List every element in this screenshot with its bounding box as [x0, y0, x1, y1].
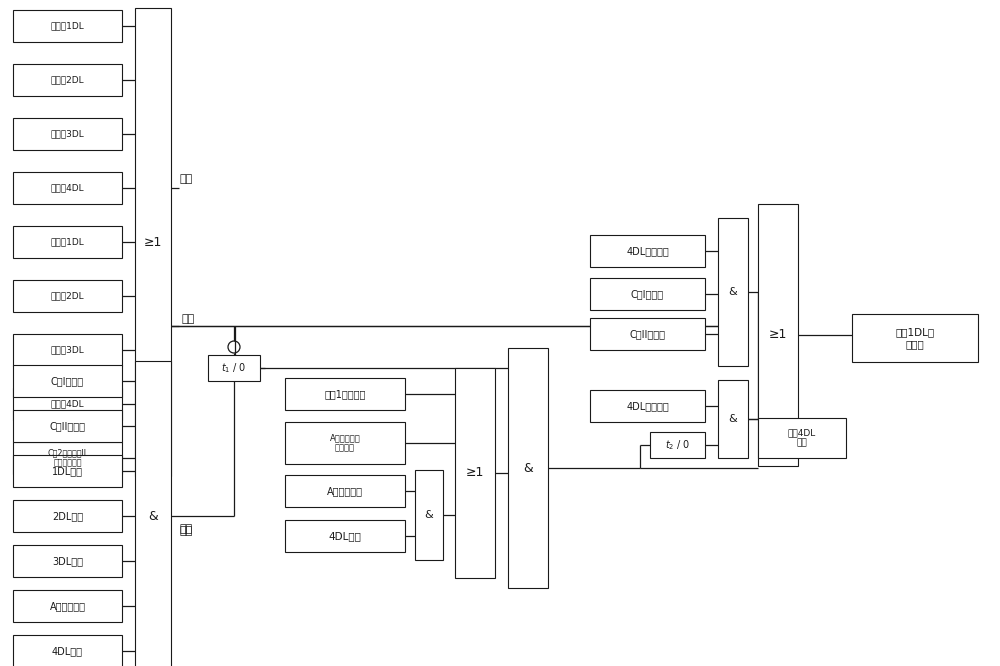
Text: 1DL合位: 1DL合位	[52, 466, 83, 476]
Text: $t_2$ / 0: $t_2$ / 0	[665, 438, 690, 452]
Bar	[590, 318, 705, 350]
Text: &: &	[729, 287, 737, 297]
Bar	[13, 442, 122, 474]
Text: 4DL合位: 4DL合位	[52, 646, 83, 656]
Text: ≥1: ≥1	[144, 236, 162, 248]
Text: 充电: 充电	[179, 524, 192, 534]
Text: 4DL无流: 4DL无流	[329, 531, 361, 541]
Bar	[13, 10, 122, 42]
Text: &: &	[425, 510, 433, 520]
Bar	[455, 368, 495, 578]
Bar	[13, 172, 122, 204]
Bar	[13, 365, 122, 397]
Text: 3DL合位: 3DL合位	[52, 556, 83, 566]
Text: 手动剔4DL: 手动剔4DL	[51, 184, 84, 192]
Bar	[13, 388, 122, 420]
Text: 手动剔3DL: 手动剔3DL	[51, 346, 84, 354]
Bar	[508, 348, 548, 588]
Text: A站母线有压: A站母线有压	[50, 601, 86, 611]
Text: A站母线母差
保护动作: A站母线母差 保护动作	[330, 434, 360, 453]
Bar	[415, 470, 443, 560]
Bar	[13, 410, 122, 442]
Bar	[13, 334, 122, 366]
Text: 手动剔2DL: 手动剔2DL	[51, 292, 84, 300]
Text: A站母线无压: A站母线无压	[327, 486, 363, 496]
Text: 发出1DL跳
闸命令: 发出1DL跳 闸命令	[895, 327, 935, 349]
Text: 启动4DL
跳闸: 启动4DL 跳闸	[788, 428, 816, 448]
Text: 手动剔3DL: 手动剔3DL	[51, 129, 84, 139]
Text: 手动剔4DL: 手动剔4DL	[51, 400, 84, 408]
Text: 充电: 充电	[179, 526, 192, 536]
Text: &: &	[729, 414, 737, 424]
Bar	[13, 118, 122, 150]
Bar	[285, 520, 405, 552]
Text: C站I母无压: C站I母无压	[631, 289, 664, 299]
Text: &: &	[148, 509, 158, 523]
Bar	[718, 380, 748, 458]
Text: C站I母有压: C站I母有压	[51, 376, 84, 386]
Bar	[590, 278, 705, 310]
Text: $t_1$ / 0: $t_1$ / 0	[221, 361, 247, 375]
Bar	[13, 635, 122, 666]
Text: 放电: 放电	[179, 174, 192, 184]
Text: C站II母有压: C站II母有压	[50, 421, 86, 431]
Text: C在2号主变（II
母）差动保护: C在2号主变（II 母）差动保护	[48, 448, 87, 468]
Bar	[135, 361, 171, 666]
Bar	[13, 226, 122, 258]
Bar	[590, 390, 705, 422]
Text: 手动剔2DL: 手动剔2DL	[51, 75, 84, 85]
Bar	[13, 455, 122, 487]
Text: 手动剔1DL: 手动剔1DL	[51, 238, 84, 246]
Text: ≥1: ≥1	[466, 466, 484, 480]
Text: 4DL由合到分: 4DL由合到分	[626, 246, 669, 256]
Bar	[13, 500, 122, 532]
Bar	[135, 8, 171, 476]
Text: 放电: 放电	[181, 314, 194, 324]
Text: 线路1保护动作: 线路1保护动作	[324, 389, 366, 399]
Text: C站II母无压: C站II母无压	[630, 329, 666, 339]
Text: 2DL分位: 2DL分位	[52, 511, 83, 521]
Bar	[285, 475, 405, 507]
Text: 4DL由合到分: 4DL由合到分	[626, 401, 669, 411]
Text: 手动剔1DL: 手动剔1DL	[51, 21, 84, 31]
Bar	[758, 204, 798, 466]
Bar	[13, 545, 122, 577]
Bar	[208, 355, 260, 381]
Bar	[285, 422, 405, 464]
Bar	[285, 378, 405, 410]
Bar	[13, 64, 122, 96]
Text: &: &	[523, 462, 533, 474]
Bar	[852, 314, 978, 362]
Bar	[13, 590, 122, 622]
Bar	[13, 280, 122, 312]
Bar	[718, 218, 748, 366]
Bar	[650, 432, 705, 458]
Text: ≥1: ≥1	[769, 328, 787, 342]
Bar	[590, 235, 705, 267]
Bar	[758, 418, 846, 458]
